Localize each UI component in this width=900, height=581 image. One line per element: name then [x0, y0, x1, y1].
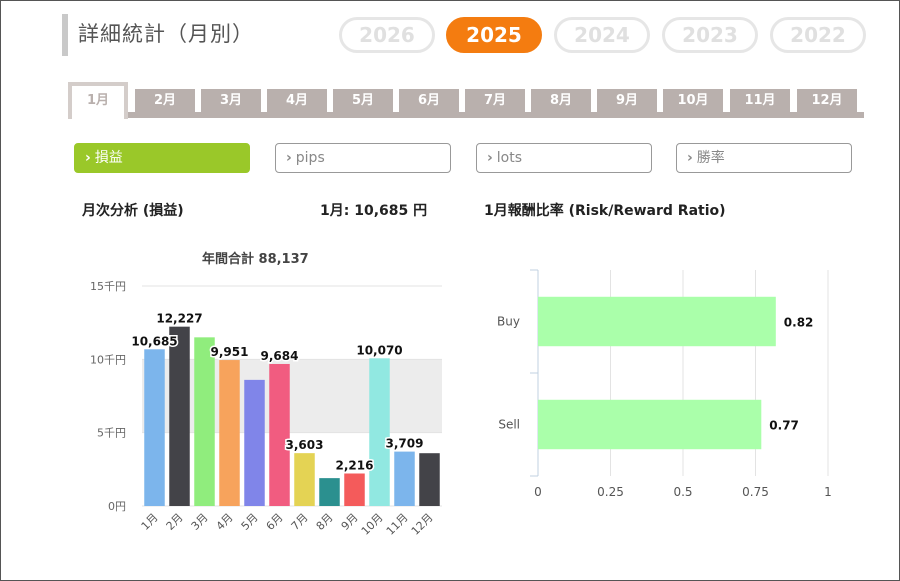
y-tick-label: 5千円: [97, 427, 126, 440]
bar-9: [344, 473, 365, 506]
x-tick-label: 4月: [214, 511, 236, 533]
bar-11: [394, 451, 415, 506]
tab-month-12[interactable]: 12月: [797, 89, 857, 113]
y-tick-label: 0円: [108, 500, 126, 513]
tab-month-10[interactable]: 10月: [663, 89, 723, 113]
bar-3: [194, 337, 215, 506]
data-label-1: 10,685: [131, 334, 177, 348]
x-tick-label: 11月: [384, 511, 411, 538]
data-label-4: 9,951: [211, 345, 249, 359]
chevron-right-icon: ›: [286, 150, 292, 166]
bar-sell: [538, 399, 762, 450]
x-tick-label: 1: [824, 485, 832, 499]
bar-buy: [538, 296, 776, 347]
year-2025-button[interactable]: 2025: [446, 17, 542, 53]
tab-month-6[interactable]: 6月: [399, 89, 459, 113]
y-tick-label: 10千円: [90, 353, 126, 366]
filter-winrate-label: 勝率: [696, 150, 725, 166]
tab-month-5[interactable]: 5月: [333, 89, 393, 113]
chevron-right-icon: ›: [85, 150, 91, 166]
filter-lots-button[interactable]: › lots: [476, 143, 652, 173]
bar-7: [294, 453, 315, 506]
tab-month-2[interactable]: 2月: [135, 89, 195, 113]
x-tick-label: 8月: [314, 511, 336, 533]
x-tick-label: 0.5: [673, 485, 692, 499]
tab-month-9[interactable]: 9月: [597, 89, 657, 113]
annual-total: 年間合計 88,137: [202, 252, 309, 267]
x-tick-label: 3月: [189, 511, 211, 533]
filter-profit-button[interactable]: › 損益: [74, 143, 250, 173]
grid-band: [142, 359, 442, 433]
page-title: 詳細統計（月別）: [78, 22, 254, 46]
year-2023-button[interactable]: 2023: [662, 17, 758, 53]
chevron-right-icon: ›: [487, 150, 493, 166]
filter-profit-label: 損益: [94, 150, 123, 166]
x-tick-label: 2月: [164, 511, 186, 533]
filter-pips-label: pips: [295, 150, 325, 166]
bar-2: [169, 326, 190, 506]
data-label-buy: 0.82: [784, 316, 814, 330]
title-accent-bar: [62, 14, 68, 56]
ratio-heading: 1月報酬比率 (Risk/Reward Ratio): [484, 203, 726, 219]
bar-5: [244, 379, 265, 506]
x-tick-label: 10月: [359, 511, 386, 538]
chevron-right-icon: ›: [687, 150, 693, 166]
tab-month-3[interactable]: 3月: [201, 89, 261, 113]
bar-10: [369, 358, 390, 506]
year-2026-button[interactable]: 2026: [339, 17, 435, 53]
month-tabs: 1月 2月 3月 4月 5月 6月 7月 8月 9月 10月 11月 12月: [68, 82, 864, 119]
year-2024-button[interactable]: 2024: [554, 17, 650, 53]
data-label-10: 10,070: [356, 343, 402, 357]
tab-month-7[interactable]: 7月: [465, 89, 525, 113]
month-value: 1月: 10,685 円: [320, 203, 428, 219]
x-tick-label: 1月: [139, 511, 161, 533]
bar-12: [419, 453, 440, 506]
x-tick-label: 5月: [239, 511, 261, 533]
x-tick-label: 0.25: [597, 485, 624, 499]
tab-month-1[interactable]: 1月: [68, 82, 128, 119]
y-tick-label: Buy: [497, 315, 520, 329]
x-tick-label: 0: [534, 485, 542, 499]
x-tick-label: 9月: [339, 511, 361, 533]
data-label-11: 3,709: [386, 437, 424, 451]
bar-4: [219, 360, 240, 506]
data-label-2: 12,227: [156, 312, 202, 326]
x-tick-label: 7月: [289, 511, 311, 533]
filter-winrate-button[interactable]: › 勝率: [676, 143, 852, 173]
data-label-7: 3,603: [286, 438, 324, 452]
tab-month-4[interactable]: 4月: [267, 89, 327, 113]
monthly-analysis-heading: 月次分析 (損益): [82, 203, 184, 219]
data-label-6: 9,684: [261, 349, 299, 363]
bar-8: [319, 478, 340, 506]
tab-month-8[interactable]: 8月: [531, 89, 591, 113]
tab-month-11[interactable]: 11月: [730, 89, 790, 113]
year-2022-button[interactable]: 2022: [770, 17, 866, 53]
data-label-sell: 0.77: [769, 419, 799, 433]
bar-6: [269, 363, 290, 506]
y-tick-label: 15千円: [90, 280, 126, 293]
data-label-9: 2,216: [336, 458, 374, 472]
x-tick-label: 12月: [409, 511, 436, 538]
risk-reward-chart: 0 0.25 0.5 0.75 1 Buy 0.82 Sell 0.77: [497, 269, 832, 499]
x-tick-label: 0.75: [742, 485, 769, 499]
y-tick-label: Sell: [498, 418, 520, 432]
x-tick-label: 6月: [264, 511, 286, 533]
filter-pips-button[interactable]: › pips: [275, 143, 451, 173]
monthly-bar-chart: 0円 5千円 10千円 15千円 10,685 12,227 9,951 9,684 3,603…: [90, 280, 442, 538]
bar-1: [144, 349, 165, 506]
filter-lots-label: lots: [496, 150, 523, 166]
